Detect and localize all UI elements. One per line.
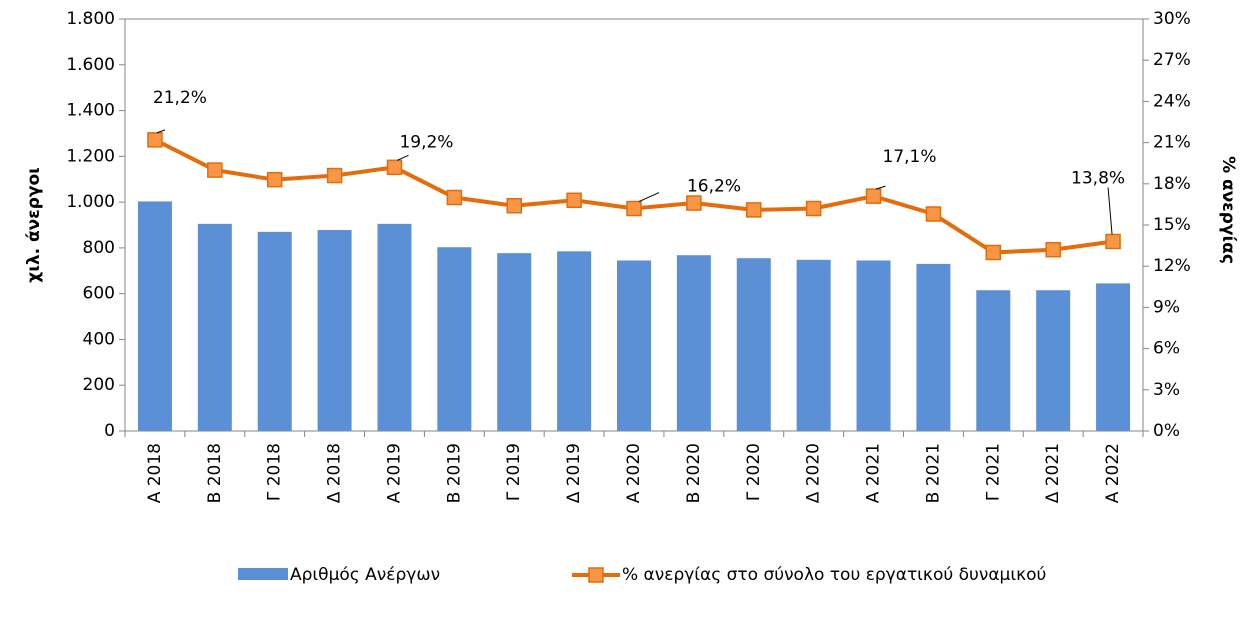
bar <box>557 251 592 431</box>
y2-tick-label: 24% <box>1153 91 1191 111</box>
x-tick-label: Α 2022 <box>1103 443 1123 503</box>
x-tick-label: Δ 2018 <box>325 443 345 503</box>
bar <box>437 247 472 431</box>
y-tick-label: 1.400 <box>66 101 115 121</box>
data-label: 19,2% <box>399 132 453 152</box>
y-axis-title: χιλ. άνεργοι <box>24 167 44 283</box>
y-tick-label: 1.000 <box>66 192 115 212</box>
data-label: 21,2% <box>153 88 207 108</box>
x-tick-label: Δ 2020 <box>804 443 824 503</box>
x-tick-label: Β 2021 <box>923 443 943 503</box>
y2-tick-label: 12% <box>1153 256 1191 276</box>
label-leader <box>638 192 660 202</box>
line-marker <box>386 159 403 176</box>
x-tick-label: Β 2019 <box>444 443 464 503</box>
bar <box>736 258 771 431</box>
y2-tick-label: 6% <box>1153 339 1180 359</box>
bar <box>856 260 891 431</box>
legend-label: Αριθμός Ανέργων <box>290 565 440 585</box>
label-leader <box>397 154 409 161</box>
legend-swatch <box>588 567 604 583</box>
bar <box>197 223 232 431</box>
line-marker <box>1045 241 1061 258</box>
legend-swatch <box>238 568 288 580</box>
y2-axis-title: % ανεργίας <box>1218 156 1238 264</box>
x-tick-label: Δ 2021 <box>1043 443 1063 503</box>
bar <box>976 290 1011 431</box>
line-marker <box>566 192 582 209</box>
y-tick-label: 400 <box>83 329 115 349</box>
line-marker <box>805 200 822 217</box>
y-tick-label: 0 <box>104 421 115 441</box>
label-leader <box>156 129 166 134</box>
line <box>154 138 1114 255</box>
bar <box>796 259 831 431</box>
y2-tick-label: 3% <box>1153 380 1180 400</box>
line-marker <box>686 195 702 211</box>
x-tick-label: Γ 2021 <box>983 443 1003 501</box>
y2-tick-label: 30% <box>1153 9 1191 29</box>
bar <box>497 253 532 431</box>
line-marker <box>147 132 163 148</box>
x-tick-label: Α 2019 <box>384 443 404 503</box>
y-tick-label: 600 <box>83 284 115 304</box>
line-marker <box>446 189 463 206</box>
y-tick-label: 1.800 <box>66 9 115 29</box>
x-tick-label: Α 2021 <box>864 443 884 503</box>
x-tick-label: Α 2020 <box>624 443 644 503</box>
x-tick-label: Γ 2019 <box>504 443 524 501</box>
line-marker <box>626 200 642 217</box>
y-tick-label: 200 <box>83 375 115 395</box>
line-marker <box>506 198 522 214</box>
label-leader <box>875 185 886 190</box>
y-tick-label: 1.600 <box>66 55 115 75</box>
line-marker <box>985 244 1002 261</box>
y2-tick-label: 27% <box>1153 50 1191 70</box>
y2-tick-label: 0% <box>1153 421 1180 441</box>
x-tick-label: Γ 2020 <box>744 443 764 501</box>
x-tick-label: Δ 2019 <box>564 443 584 503</box>
y-tick-label: 1.200 <box>66 146 115 166</box>
line-marker <box>1105 233 1121 250</box>
x-tick-label: Γ 2018 <box>265 443 285 501</box>
y-tick-label: 800 <box>83 238 115 258</box>
y2-tick-label: 18% <box>1153 174 1191 194</box>
y2-tick-label: 15% <box>1153 215 1191 235</box>
x-tick-label: Α 2018 <box>145 443 165 503</box>
bar <box>676 255 711 431</box>
line-marker <box>746 202 762 218</box>
line-marker <box>865 188 882 204</box>
bar <box>317 230 352 431</box>
y2-tick-label: 9% <box>1153 297 1180 317</box>
line-marker <box>925 206 942 222</box>
x-tick-label: Β 2018 <box>205 443 225 503</box>
bar <box>257 231 292 431</box>
label-leader <box>1107 187 1113 235</box>
bar <box>137 201 172 431</box>
data-label: 17,1% <box>883 147 937 167</box>
line-marker <box>326 167 343 184</box>
bar <box>617 260 651 431</box>
line-marker <box>207 162 223 178</box>
data-label: 13,8% <box>1071 168 1125 188</box>
bar <box>916 263 951 431</box>
bar <box>377 223 412 431</box>
data-label: 16,2% <box>687 177 741 197</box>
y2-tick-label: 21% <box>1153 133 1191 153</box>
line-marker <box>266 171 283 188</box>
bar <box>1096 283 1131 431</box>
bar <box>1036 290 1071 431</box>
x-tick-label: Β 2020 <box>684 443 704 503</box>
legend-label: % ανεργίας στο σύνολο του εργατικού δυνα… <box>622 565 1046 585</box>
